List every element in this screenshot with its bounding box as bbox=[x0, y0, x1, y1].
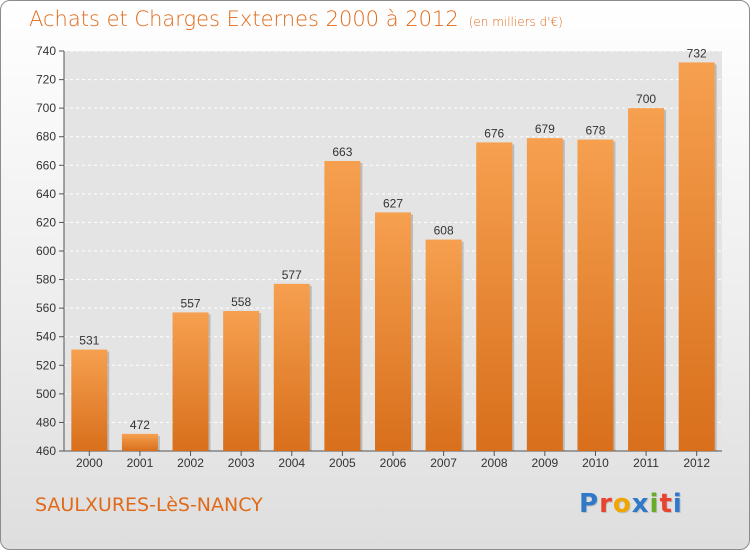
bar bbox=[324, 161, 361, 451]
y-tick-label: 540 bbox=[36, 330, 56, 344]
bar-value-label: 531 bbox=[79, 334, 99, 348]
bar bbox=[121, 433, 158, 451]
bar-value-label: 557 bbox=[181, 296, 201, 310]
bar-value-label: 732 bbox=[687, 46, 707, 60]
bar bbox=[223, 311, 260, 451]
y-tick-label: 580 bbox=[36, 273, 56, 287]
y-tick-label: 640 bbox=[36, 187, 56, 201]
bar bbox=[273, 283, 310, 451]
bar-value-label: 676 bbox=[484, 126, 504, 140]
bar-value-label: 700 bbox=[636, 92, 656, 106]
bar-value-label: 558 bbox=[231, 295, 251, 309]
y-tick-label: 560 bbox=[36, 301, 56, 315]
brand-letter: t bbox=[659, 489, 673, 519]
bar bbox=[425, 239, 462, 451]
brand-letter: P bbox=[579, 489, 600, 519]
bar bbox=[71, 349, 108, 451]
y-tick-label: 680 bbox=[36, 130, 56, 144]
bar-value-label: 472 bbox=[130, 418, 150, 432]
x-tick-label: 2000 bbox=[76, 456, 103, 470]
labels: 460 480 500 520 540 560 580 600 620 640 660 680 700 7… bbox=[36, 44, 710, 470]
brand-letter: i bbox=[672, 489, 683, 519]
x-tick-label: 2011 bbox=[633, 456, 659, 470]
bar bbox=[577, 139, 614, 452]
y-tick-label: 620 bbox=[36, 215, 56, 229]
bar bbox=[375, 212, 411, 451]
y-tick-label: 700 bbox=[36, 101, 56, 115]
bar-value-label: 608 bbox=[434, 224, 454, 238]
brand-letter: r bbox=[599, 489, 613, 519]
bar-value-label: 679 bbox=[535, 122, 555, 136]
x-tick-label: 2010 bbox=[582, 456, 609, 470]
y-tick-label: 660 bbox=[36, 158, 56, 172]
y-tick-label: 720 bbox=[36, 73, 56, 87]
y-tick-label: 480 bbox=[36, 415, 56, 429]
chart-unit: (en milliers d'€) bbox=[468, 15, 563, 29]
bar-value-label: 577 bbox=[282, 268, 302, 282]
x-tick-label: 2002 bbox=[177, 456, 204, 470]
x-tick-label: 2001 bbox=[127, 456, 154, 470]
x-tick-label: 2006 bbox=[380, 456, 407, 470]
commune-name: SAULXURES-LèS-NANCY bbox=[35, 494, 263, 516]
x-tick-label: 2004 bbox=[278, 456, 305, 470]
x-tick-label: 2008 bbox=[481, 456, 508, 470]
y-tick-label: 500 bbox=[36, 387, 56, 401]
x-tick-label: 2003 bbox=[228, 456, 255, 470]
brand-letter: i bbox=[649, 489, 660, 519]
x-tick-label: 2007 bbox=[430, 456, 457, 470]
y-tick-label: 740 bbox=[36, 44, 56, 58]
bar bbox=[476, 142, 513, 451]
chart-title: Achats et Charges Externes 2000 à 2012 (e… bbox=[29, 7, 563, 31]
bar-value-label: 663 bbox=[332, 145, 352, 159]
bar bbox=[172, 312, 209, 451]
y-tick-label: 520 bbox=[36, 358, 56, 372]
bars bbox=[71, 62, 717, 452]
proxiti-logo: Proxiti bbox=[579, 489, 683, 519]
x-tick-label: 2009 bbox=[531, 456, 558, 470]
bar-value-label: 678 bbox=[585, 124, 605, 138]
brand-letter: o bbox=[612, 489, 632, 519]
brand-letter: x bbox=[631, 489, 650, 519]
y-tick-label: 600 bbox=[36, 244, 56, 258]
bar bbox=[628, 108, 665, 452]
chart-title-text: Achats et Charges Externes 2000 à 2012 bbox=[29, 7, 459, 31]
bar-value-label: 627 bbox=[383, 196, 403, 210]
x-tick-label: 2012 bbox=[683, 456, 710, 470]
bar bbox=[678, 62, 715, 452]
bar bbox=[526, 138, 563, 451]
y-tick-label: 460 bbox=[36, 444, 56, 458]
x-tick-label: 2005 bbox=[329, 456, 356, 470]
